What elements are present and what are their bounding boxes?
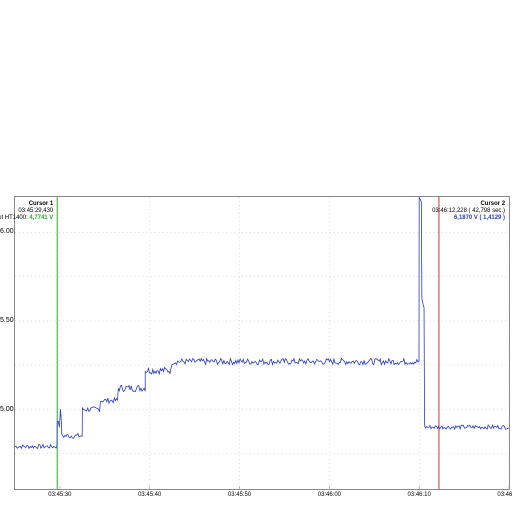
signal-trace	[15, 198, 509, 449]
cursor-2-time: 03:46:12,228 ( 42,798 sec.)	[432, 208, 505, 214]
x-tick-label: 03:46:00	[318, 492, 342, 498]
x-axis-ticks: 03:45:30 03:45:40 03:45:50 03:46:00 03:46:10…	[48, 486, 512, 498]
x-tick-label: 03:45:50	[228, 492, 252, 498]
cursor-1-value: 4,7741 V	[29, 215, 53, 221]
time-domain-chart: 03:45:3003:45:4003:45:5003:46:0003:46:10…	[14, 196, 510, 490]
y-axis-ticks: 5.00 5.50 6.00	[0, 196, 14, 490]
cursor-2-title: Cursor 2	[480, 201, 505, 207]
cursor-1-title: Cursor 1	[29, 201, 54, 207]
cursors	[57, 197, 439, 489]
cursor-1-time: 03:45:29,430	[18, 208, 53, 214]
y-tick-label: 5.50	[0, 317, 12, 324]
cursor-2-value: 6,1870 V ( 1,4129 )	[454, 215, 505, 221]
y-tick-label: 5.00	[0, 406, 12, 413]
x-tick-label: 03:45:40	[138, 492, 162, 498]
x-tick-label: 03:46:10	[408, 492, 432, 498]
gridlines	[15, 197, 509, 489]
x-tick-label: 03:45:30	[48, 492, 72, 498]
cursor-2-labels: Cursor 2 03:46:12,228 ( 42,798 sec.) 6,1…	[432, 201, 506, 221]
x-tick-label: 03:46:20	[497, 492, 512, 498]
y-tick-label: 6.00	[0, 228, 12, 235]
